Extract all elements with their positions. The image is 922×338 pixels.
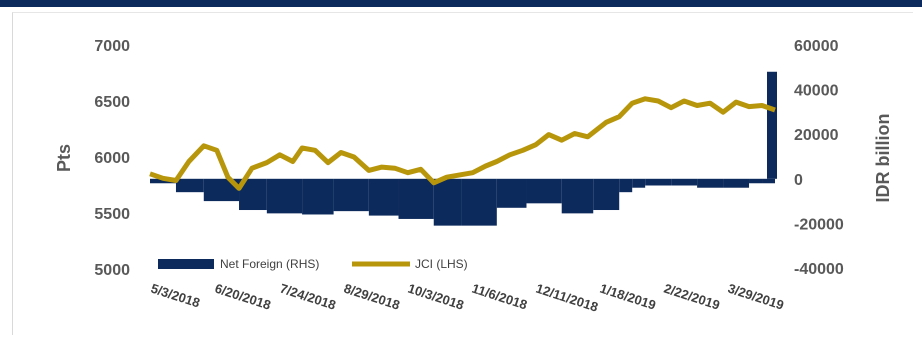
right-axis-tick: -20000 [794,216,844,233]
x-axis-tick: 5/3/2018 [149,281,202,311]
net-foreign-bar [461,178,497,226]
top-accent-bar [0,0,922,7]
right-axis-tick: 0 [794,172,803,189]
left-axis-tick: 6500 [94,94,130,111]
x-axis-tick: 1/18/2019 [598,281,658,313]
right-axis-tick: 60000 [794,38,839,55]
net-foreign-bar [368,178,399,216]
left-axis-tick: 5000 [94,262,130,279]
chart-frame [12,12,913,335]
right-axis-tick: -40000 [794,261,844,278]
net-foreign-bar [526,178,562,204]
x-axis-tick: 12/11/2018 [534,281,600,315]
x-axis-tick: 8/29/2018 [342,281,402,313]
right-axis-tick: 40000 [794,83,839,100]
x-axis-tick: 7/24/2018 [278,281,338,313]
net-foreign-bar [645,178,672,186]
net-foreign-bar [302,178,334,215]
net-foreign-bar [593,178,620,211]
net-foreign-bar [333,178,369,212]
legend: Net Foreign (RHS) JCI (LHS) [158,257,468,271]
net-foreign-bar [723,178,750,188]
x-axis-tick: 10/3/2018 [406,281,466,313]
x-axis-tick: 11/6/2018 [470,281,529,313]
left-axis-tick: 5500 [94,206,130,223]
x-axis-tick: 6/20/2018 [213,281,273,313]
net-foreign-bar [697,178,724,188]
x-axis-tick: 2/22/2019 [662,281,722,313]
net-foreign-bar [632,178,646,188]
legend-swatch-net-foreign [158,259,214,269]
left-axis-tick: 6000 [94,150,130,167]
legend-label-jci: JCI (LHS) [415,257,468,271]
net-foreign-bar [398,178,434,219]
net-foreign-bar [175,178,204,193]
net-foreign-bar [266,178,303,214]
net-foreign-bar [433,178,462,226]
net-foreign-bar [496,178,527,208]
net-foreign-bar [749,178,763,184]
net-foreign-bar [150,178,176,184]
net-foreign-bar [561,178,594,214]
right-axis-tick: 20000 [794,127,839,144]
right-axis-title: IDR billion [873,114,893,203]
net-foreign-bar [767,71,777,179]
net-foreign-bar [203,178,240,202]
jci-line [149,96,776,191]
net-foreign-bar [671,178,698,186]
net-foreign-bar [762,178,775,184]
legend-label-net-foreign: Net Foreign (RHS) [220,257,319,271]
left-axis-title: Pts [54,144,74,172]
left-axis-tick: 7000 [94,38,130,55]
net-foreign-bar [619,178,633,193]
x-axis-tick: 3/29/2019 [726,281,786,313]
